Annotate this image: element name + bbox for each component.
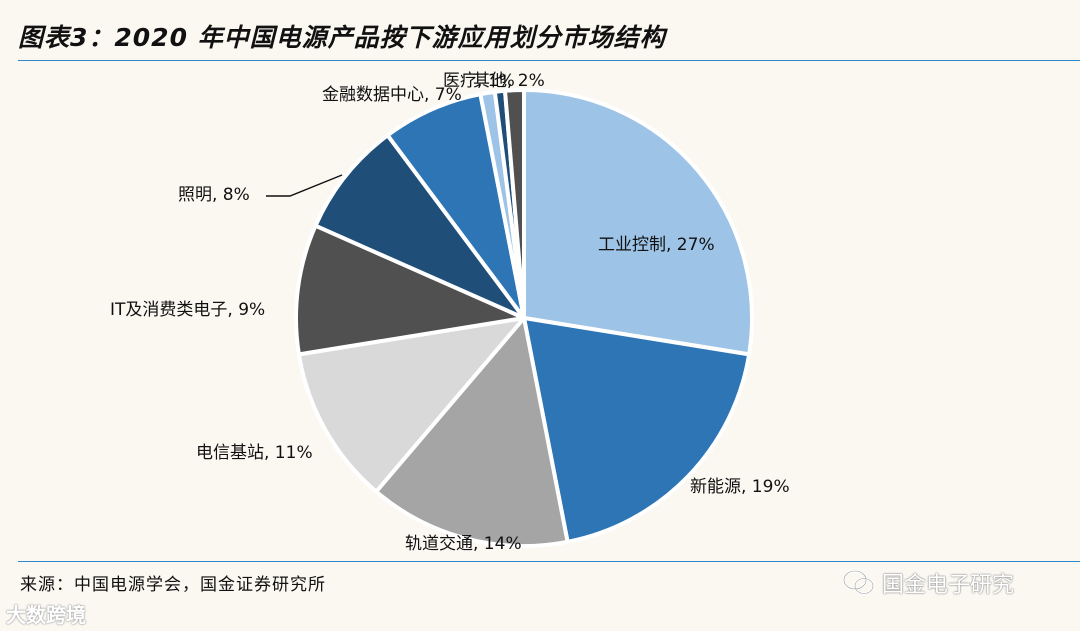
pie-slice-5: [313, 133, 526, 320]
slice-label-6: 金融数据中心, 7%: [322, 85, 462, 105]
pie-slice-3: [296, 316, 526, 494]
chart-title: 图表3：2020 年中国电源产品按下游应用划分市场结构: [18, 23, 666, 52]
pie-slice-2: [374, 316, 570, 548]
slice-label-8: 其他, 2%: [473, 71, 545, 91]
slice-label-7: 医疗, 1%: [443, 71, 515, 91]
watermark-left: 大数跨境: [6, 603, 86, 627]
pie-slice-4: [294, 223, 526, 357]
slice-label-0: 工业控制, 27%: [598, 235, 715, 255]
pie-slice-8-b: [503, 88, 526, 320]
watermark-right: 国金电子研究: [842, 567, 1014, 599]
pie-slice-1: [522, 316, 752, 544]
watermark-right-text: 国金电子研究: [882, 573, 1015, 598]
slice-label-3: 电信基站, 11%: [196, 443, 313, 463]
wechat-icon: [842, 569, 875, 595]
source-divider: [18, 561, 1080, 562]
slice-label-5: 照明, 8%: [178, 185, 250, 205]
slice-label-1: 新能源, 19%: [690, 477, 790, 497]
source-note: 来源：中国电源学会，国金证券研究所: [20, 575, 326, 595]
leader-line-lighting: [266, 174, 343, 197]
title-divider: [18, 60, 1080, 61]
pie-slice-0: [522, 88, 754, 357]
slice-label-4: IT及消费类电子, 9%: [110, 300, 265, 320]
slice-label-2: 轨道交通, 14%: [405, 534, 522, 554]
